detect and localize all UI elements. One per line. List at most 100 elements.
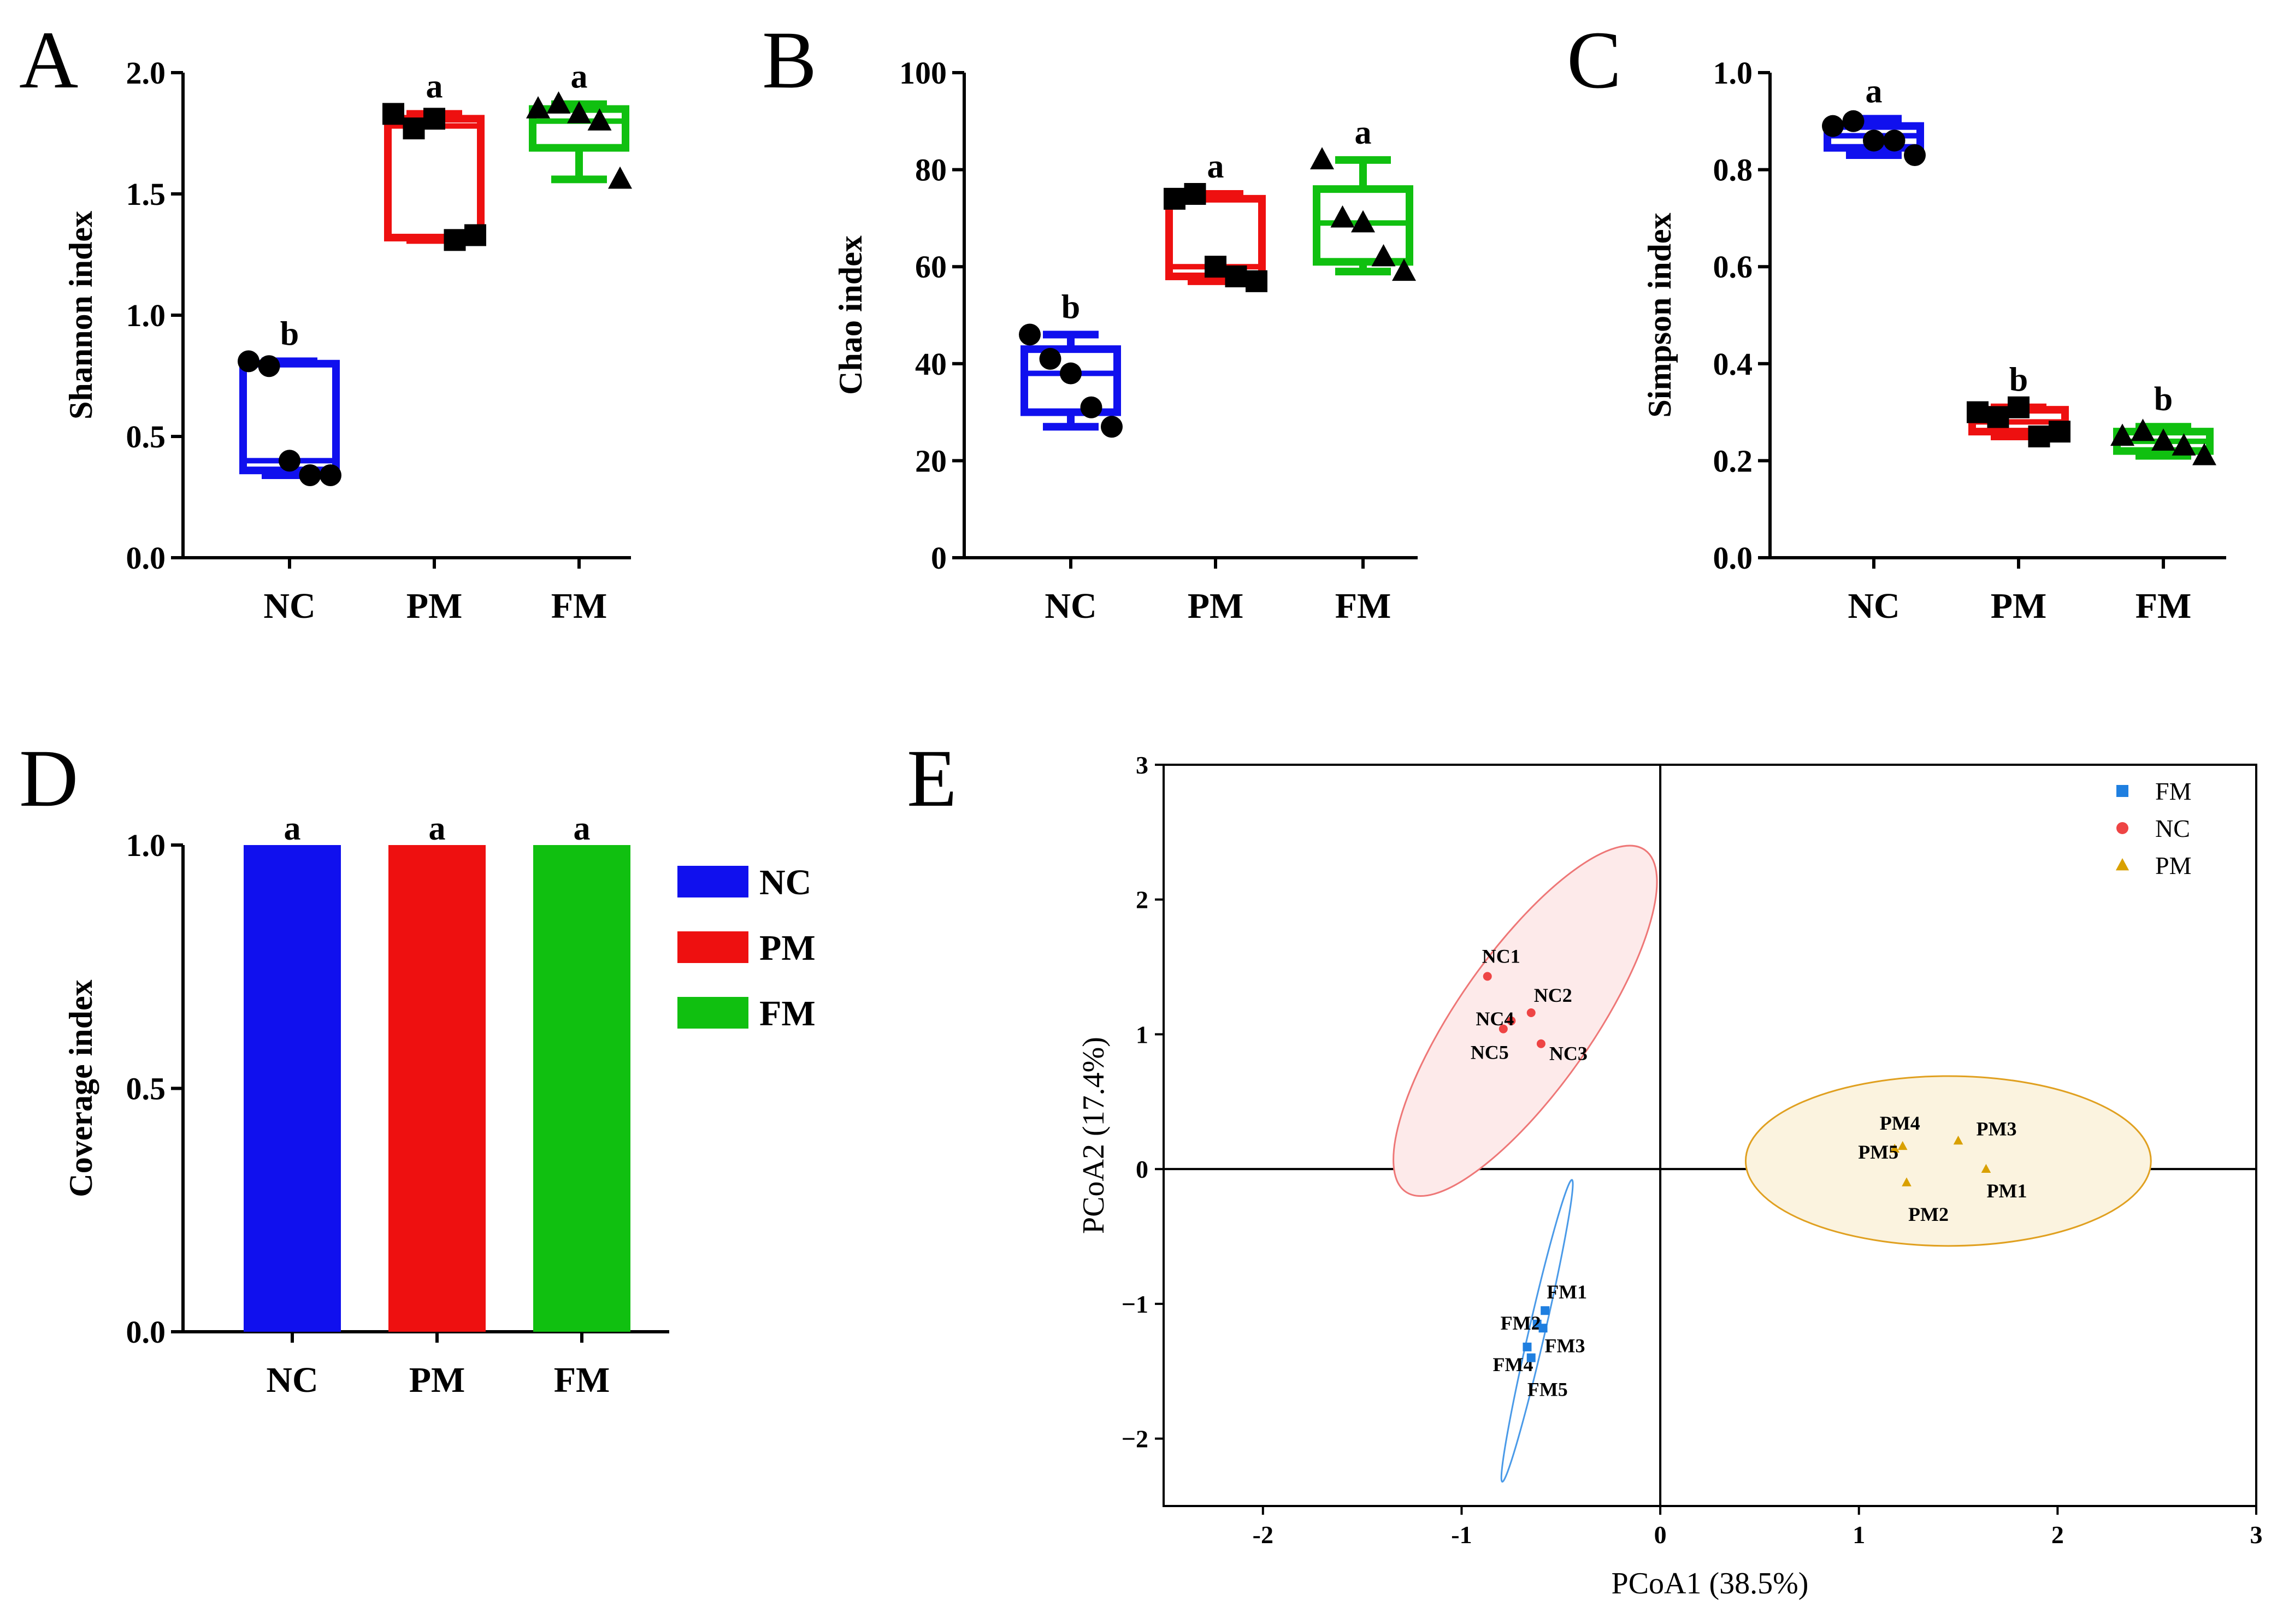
data-point <box>1351 210 1375 233</box>
x-category-label: FM <box>2135 586 2192 626</box>
data-point <box>1890 1143 1899 1153</box>
y-tick-label: 40 <box>915 346 947 382</box>
data-point <box>1039 347 1061 370</box>
data-point <box>567 101 591 123</box>
significance-label: a <box>426 68 443 105</box>
point-label: NC3 <box>1549 1043 1588 1065</box>
box-NC <box>1019 323 1123 438</box>
significance-label: a <box>571 58 588 96</box>
data-point <box>1499 1024 1508 1034</box>
legend: NC PM FM <box>677 863 816 1034</box>
data-point <box>1019 323 1041 346</box>
y-tick-label: 1.5 <box>126 176 166 212</box>
x-tick-label: 1 <box>1853 1521 1865 1549</box>
data-point <box>587 108 612 131</box>
legend-swatch <box>677 866 748 897</box>
data-point <box>1523 1342 1532 1351</box>
data-point <box>1371 244 1396 267</box>
y-tick-label: 1 <box>1136 1020 1148 1048</box>
confidence-ellipse <box>1500 1179 1574 1483</box>
box-NC <box>1822 110 1926 166</box>
legend-label: NC <box>2155 814 2190 842</box>
data-point <box>1987 406 2009 428</box>
y-tick-label: 1.0 <box>1713 55 1753 91</box>
point-label: NC5 <box>1471 1042 1509 1064</box>
y-tick-label: 0.6 <box>1713 249 1753 285</box>
data-point <box>1536 1039 1545 1048</box>
point-label: NC2 <box>1534 984 1572 1006</box>
y-tick-label: 0.5 <box>126 1071 166 1107</box>
data-point <box>2049 421 2070 443</box>
y-axis-title: Chao index <box>833 235 869 395</box>
point-label: PM3 <box>1977 1118 2017 1139</box>
data-point <box>2151 428 2175 451</box>
data-point <box>1184 183 1206 205</box>
point-label: PM2 <box>1908 1203 1949 1225</box>
data-point <box>2172 433 2196 456</box>
significance-label: a <box>1207 148 1224 185</box>
data-point <box>1330 205 1355 228</box>
panel-D: D 0.0 0.5 1.0 NC PM FM Coverage index a a a NC PM FM <box>19 733 816 1400</box>
x-axis-title: PCoA1 (38.5%) <box>1612 1567 1809 1601</box>
significance-label: a <box>429 810 446 847</box>
data-point <box>1060 362 1082 385</box>
x-category-label: PM <box>1188 586 1244 626</box>
data-point <box>299 464 321 487</box>
legend-label: FM <box>2155 777 2191 805</box>
data-point <box>526 96 550 119</box>
point-label: FM5 <box>1527 1379 1568 1401</box>
x-category-label: NC <box>1848 586 1899 626</box>
data-point <box>1080 396 1102 418</box>
data-point <box>1310 147 1334 169</box>
data-point <box>2028 426 2050 447</box>
box-body <box>1020 345 1121 416</box>
y-axis-title: Coverage index <box>63 979 99 1197</box>
legend-marker <box>2116 822 2128 834</box>
data-point <box>1883 129 1906 152</box>
point-label: FM4 <box>1492 1354 1533 1375</box>
data-point <box>238 350 259 373</box>
x-category-label: PM <box>409 1360 465 1400</box>
data-point <box>320 464 341 487</box>
data-point <box>608 166 632 189</box>
y-tick-label: 0.5 <box>126 419 166 454</box>
x-category-label: NC <box>266 1360 318 1400</box>
plot-frame <box>1163 764 2257 1507</box>
y-tick-label: 0.2 <box>1713 443 1753 479</box>
panel-E: E -2 -1 0 1 2 3 −2 −1 0 1 2 3 PCoA1 (38.5%) PCoA2 (17.… <box>907 733 2263 1601</box>
panel-letter: B <box>762 15 817 105</box>
x-category-label: FM <box>1335 586 1391 626</box>
y-tick-label: 0.4 <box>1713 346 1753 382</box>
y-tick-label: 2 <box>1136 886 1148 914</box>
panel-letter: C <box>1567 15 1621 105</box>
x-tick-label: -2 <box>1253 1521 1273 1549</box>
point-label: PM5 <box>1858 1141 1898 1163</box>
data-point <box>2008 396 2030 418</box>
significance-label: b <box>2154 381 2173 418</box>
point-label: FM2 <box>1501 1312 1541 1334</box>
bar-PM <box>388 845 486 1332</box>
significance-label: b <box>280 315 299 352</box>
y-tick-label: 0 <box>931 540 947 576</box>
y-tick-label: 60 <box>915 249 947 285</box>
box-FM <box>1310 147 1416 281</box>
data-point <box>1164 187 1185 210</box>
y-tick-label: 80 <box>915 152 947 188</box>
point-label: FM3 <box>1545 1334 1585 1356</box>
legend: FM NC PM <box>2115 777 2191 879</box>
x-tick-label: 0 <box>1654 1521 1667 1549</box>
point-label: NC4 <box>1476 1008 1514 1030</box>
legend-marker <box>2116 785 2128 797</box>
significance-label: a <box>284 810 301 847</box>
y-tick-label: 0.8 <box>1713 152 1753 188</box>
data-point <box>403 117 425 140</box>
confidence-ellipse <box>1744 1075 2152 1247</box>
x-category-label: NC <box>1045 586 1096 626</box>
x-tick-label: 3 <box>2250 1521 2263 1549</box>
bar-NC <box>244 845 341 1332</box>
x-tick-label: 2 <box>2051 1521 2064 1549</box>
data-point <box>1392 258 1416 281</box>
data-point <box>1904 144 1926 166</box>
data-point <box>444 229 466 251</box>
